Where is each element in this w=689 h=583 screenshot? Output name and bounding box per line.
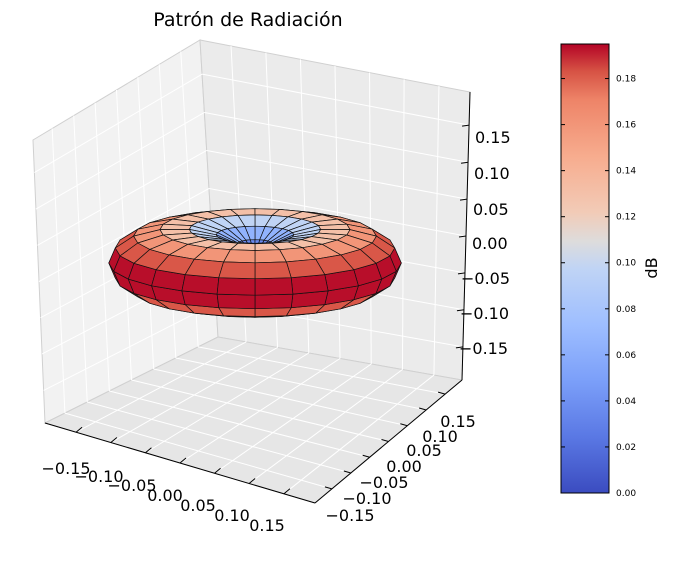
y-tick-mark [343, 470, 352, 474]
colorbar-tick-label: 0.12 [616, 213, 636, 223]
z-tick-mark [456, 309, 465, 312]
x-tick-mark [248, 478, 256, 484]
grid-line [131, 379, 389, 442]
surface-patch [216, 293, 256, 310]
grid-line [175, 357, 427, 411]
grid-line [37, 150, 207, 246]
grid-line [283, 374, 435, 495]
x-tick-label: 0.00 [147, 486, 183, 505]
x-tick-mark [145, 447, 152, 454]
y-tick-label: 0.15 [440, 412, 476, 431]
surface-patch [218, 261, 256, 280]
chart-title: Patrón de Radiación [153, 9, 342, 31]
y-tick-mark [381, 439, 389, 442]
x-tick-marks [75, 426, 291, 495]
x-tick-mark [75, 426, 83, 433]
x-tick-label: 0.15 [249, 516, 285, 535]
grid-line [34, 73, 203, 173]
z-tick-mark [457, 272, 466, 275]
colorbar-label: dB [642, 257, 661, 278]
grid-line [401, 79, 405, 370]
z-tick-label: −0.15 [459, 339, 508, 358]
z-tick-mark [459, 198, 468, 201]
grid-line [206, 149, 468, 200]
x-tick-mark [214, 467, 221, 474]
surface-patch [254, 307, 292, 317]
y-tick-label: 0.00 [386, 457, 422, 476]
grid-line [201, 73, 470, 126]
y-tick-marks [324, 391, 446, 490]
z-tick-label: 0.00 [472, 234, 508, 253]
z-tick-label: −0.10 [460, 304, 509, 323]
z-tick-label: 0.15 [475, 128, 511, 147]
colorbar-tick-label: 0.00 [616, 489, 636, 499]
z-tick-label: 0.05 [473, 200, 509, 219]
x-tick-mark [110, 437, 118, 443]
z-tick-mark [455, 346, 463, 349]
colorbar-tick-label: 0.18 [616, 75, 636, 85]
y-tick-mark [362, 454, 370, 458]
surface-patch [254, 277, 294, 296]
z-tick-mark [462, 124, 470, 127]
grid-line [153, 368, 408, 427]
colorbar-tick-labels: 0.00 0.02 0.04 0.06 0.08 0.10 0.12 0.14 … [616, 75, 636, 500]
grid-line [433, 86, 440, 376]
grid-line [248, 369, 403, 484]
y-tick-label: −0.05 [359, 473, 408, 492]
z-tick-marks [455, 124, 470, 349]
x-tick-mark [283, 488, 291, 495]
grid-line [198, 346, 446, 395]
surface-patch [216, 277, 256, 296]
colorbar-tick-label: 0.16 [616, 121, 636, 131]
surface-patch [218, 307, 256, 317]
x-tick-mark [179, 457, 187, 464]
x-tick-label: 0.10 [214, 506, 250, 525]
colorbar-tick-label: 0.04 [616, 397, 636, 407]
z-tick-labels: −0.15 −0.10 −0.05 0.00 0.05 0.10 0.15 [459, 128, 511, 358]
x-tick-label: −0.15 [41, 459, 90, 478]
x-tick-label: 0.05 [180, 496, 216, 515]
z-tick-mark [458, 235, 467, 238]
z-tick-label: −0.05 [461, 269, 510, 288]
radiation-surface [108, 208, 402, 318]
colorbar: 0.00 0.02 0.04 0.06 0.08 0.10 0.12 0.14 … [560, 43, 661, 500]
grid-line [35, 112, 205, 210]
x-tick-labels: −0.15 −0.10 −0.05 0.00 0.05 0.10 0.15 [41, 459, 284, 535]
x-tick-label: −0.05 [107, 476, 156, 495]
y-tick-label: −0.10 [342, 489, 391, 508]
surface-patch [254, 293, 294, 310]
colorbar-gradient [560, 43, 610, 494]
z-tick-mark [460, 161, 469, 164]
grid-line [38, 188, 210, 282]
grid-line [208, 188, 467, 237]
y-tick-mark [400, 423, 408, 427]
grid-line [137, 77, 155, 370]
y-tick-mark [324, 486, 333, 490]
y-tick-mark [437, 391, 446, 395]
colorbar-tick-label: 0.08 [616, 305, 636, 315]
y-tick-label: 0.05 [406, 441, 442, 460]
y-tick-labels: −0.15 −0.10 −0.05 0.00 0.05 0.10 0.15 [325, 412, 475, 525]
y-tick-label: −0.15 [325, 506, 374, 525]
colorbar-tick-label: 0.02 [616, 443, 636, 453]
colorbar-tick-label: 0.10 [616, 259, 636, 269]
colorbar-tick-label: 0.06 [616, 351, 636, 361]
grid-line [204, 111, 469, 163]
grid-line [369, 72, 372, 365]
grid-line [214, 363, 372, 474]
colorbar-tick-marks [561, 78, 609, 494]
z-tick-label: 0.10 [474, 164, 510, 183]
y-tick-mark [418, 407, 427, 411]
y-tick-label: 0.10 [422, 427, 458, 446]
x-tick-label: −0.10 [74, 467, 123, 486]
surface-patch [254, 261, 292, 280]
colorbar-tick-label: 0.14 [616, 167, 636, 177]
